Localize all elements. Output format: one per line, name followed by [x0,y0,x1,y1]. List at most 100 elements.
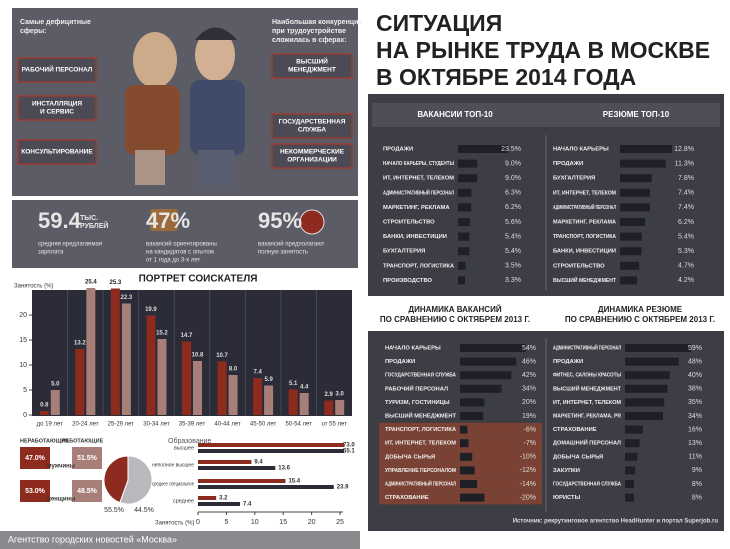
bar [460,452,473,461]
category-label: ВЫСШИЙ МЕНЕДЖМЕНТ [553,276,616,284]
chart-title: ПОРТРЕТ СОИСКАТЕЛЯ [139,274,258,285]
bar [625,412,664,420]
bar [625,480,634,488]
category-label: ТРАНСПОРТ, ЛОГИСТИКА [383,263,455,269]
value-label: 54% [522,345,536,352]
sphere-box [271,53,353,79]
competition-heading: Наибольшая конкуренция [272,18,363,26]
value-label: 10.8 [192,353,204,359]
sphere-box [17,95,97,121]
value-label: 4.7% [678,263,694,270]
category-label: АДМИНИСТРАТИВНЫЙ ПЕРСОНАЛ [385,480,456,488]
x-tick-label: 35-39 лет [179,422,206,428]
value-label: 35% [688,399,702,406]
clock-icon [299,209,325,235]
gender-cell [20,480,50,502]
footer-text: Агентство городских новостей «Москва» [8,534,177,544]
category-label: ПРОДАЖИ [553,161,583,167]
value-label: -10% [520,454,536,461]
sphere-label: ОРГАНИЗАЦИИ [287,157,337,164]
x-tick-label: 50-54 лет [285,422,312,428]
sphere-label: НЕКОММЕРЧЕСКИЕ [280,149,345,156]
value-label: 7.8% [678,175,694,182]
bar [182,341,191,415]
chart-title: ДИНАМИКА РЕЗЮМЕ [598,305,683,314]
value-label: 3.0 [336,392,345,398]
value-label: 5.1 [289,381,298,387]
bar [110,288,120,415]
chart-title: РЕЗЮМЕ ТОП-10 [603,110,670,119]
sphere-label: ВЫСШИЙ [296,57,328,66]
value-label: 13.2 [74,341,86,347]
value-label: 5.0 [51,382,60,388]
category-label: ПРОДАЖИ [383,147,413,153]
bar [299,393,309,415]
value-label: -6% [524,426,536,433]
value-label: 5.4% [505,233,521,240]
value-label: 9% [692,467,702,474]
value-label: 8% [692,481,702,488]
bar [228,375,238,415]
category-label: ИТ, ИНТЕРНЕТ, ТЕЛЕКОМ [553,190,616,196]
gender-value: 53.0% [25,488,46,495]
x-tick-label: 20-24 лет [72,422,99,428]
legend-label: НЕРАБОТАЮЩИЕ [20,438,69,444]
bar [620,247,642,256]
x-tick-label: 45-50 лет [250,422,277,428]
pie-slice [103,455,129,504]
stat-unit: ТЫС. [80,215,98,222]
bar [458,247,470,256]
value-label: 3.5% [505,263,521,270]
stat-caption: средняя предлагаемая [38,242,102,248]
value-label: 11.3% [675,160,694,167]
y-tick-label: 10 [19,362,27,369]
value-label: 9.0% [505,175,521,182]
gender-cell [20,447,50,469]
competition-heading: при трудоустройстве [272,27,346,35]
gender-label: женщины [46,497,76,503]
pie-label: 44.5% [134,507,154,514]
bar [620,159,666,168]
bar [620,145,672,153]
category-label: среднее специальное [152,481,194,487]
stat-caption: вакансий ориентированы [146,241,217,248]
category-label: БУХГАЛТЕРИЯ [553,176,595,182]
gender-value: 51.5% [77,455,98,462]
bar [198,460,252,464]
category-label: ДОБЫЧА СЫРЬЯ [385,454,435,460]
x-tick-label: 0 [196,519,200,526]
sphere-box [271,143,353,169]
category-label: СТРОИТЕЛЬСТВО [553,263,605,269]
bar [620,276,638,285]
bar [198,443,344,447]
chart-title: ПО СРАВНЕНИЮ С ОКТЯБРЕМ 2013 Г. [565,315,715,324]
bar [460,439,469,448]
value-label: 55.1 [343,449,355,455]
bar [458,203,472,212]
category-label: МАРКЕТИНГ, РЕКЛАМА [383,205,450,211]
category-label: НАЧАЛО КАРЬЕРЫ, СТУДЕНТЫ [383,161,454,167]
title-line: В ОКТЯБРЕ 2014 ГОДА [376,64,636,90]
bar [620,218,646,226]
bar [625,357,679,366]
bar [157,339,167,415]
bar [198,502,241,506]
value-label: 11% [689,454,703,461]
value-label: 14.7 [181,333,193,339]
gender-cell [72,480,102,502]
value-label: 3.3% [505,277,521,284]
characters [125,27,245,185]
bar [458,188,472,197]
value-label: 6.2% [505,204,521,211]
stat-caption: от 1 года до 3-х лет [146,258,201,264]
category-label: БАНКИ, ИНВЕСТИЦИИ [553,249,616,255]
bar [460,384,502,393]
portrait-plot [32,290,352,416]
x-tick-label: 25 [336,519,344,526]
value-label: 7.4 [253,370,262,376]
bar [458,159,478,168]
category-label: РАБОЧИЙ ПЕРСОНАЛ [385,384,448,392]
sphere-box [271,113,353,139]
value-label: 6.2% [678,219,694,226]
category-label: ФИТНЕС, САЛОНЫ КРАСОТЫ [553,373,621,379]
